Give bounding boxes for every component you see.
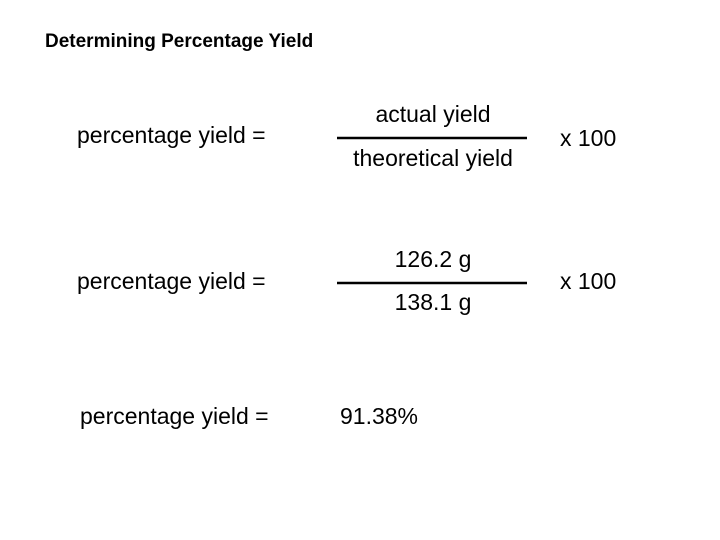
- denominator: 138.1 g: [395, 289, 472, 315]
- multiplier: x 100: [560, 268, 616, 294]
- multiplier: x 100: [560, 125, 616, 151]
- equation-lhs: percentage yield =: [80, 403, 269, 429]
- numerator: actual yield: [375, 101, 490, 127]
- equation-lhs: percentage yield =: [77, 268, 266, 294]
- equation: percentage yield = 126.2 g 138.1 g x 100: [77, 246, 616, 315]
- result: 91.38%: [340, 403, 418, 429]
- equation: percentage yield = actual yield theoreti…: [77, 101, 616, 171]
- slide-title: Determining Percentage Yield: [45, 31, 313, 52]
- denominator: theoretical yield: [353, 145, 513, 171]
- equation-lhs: percentage yield =: [77, 122, 266, 148]
- numerator: 126.2 g: [395, 246, 472, 272]
- equation: percentage yield = 91.38%: [80, 403, 418, 429]
